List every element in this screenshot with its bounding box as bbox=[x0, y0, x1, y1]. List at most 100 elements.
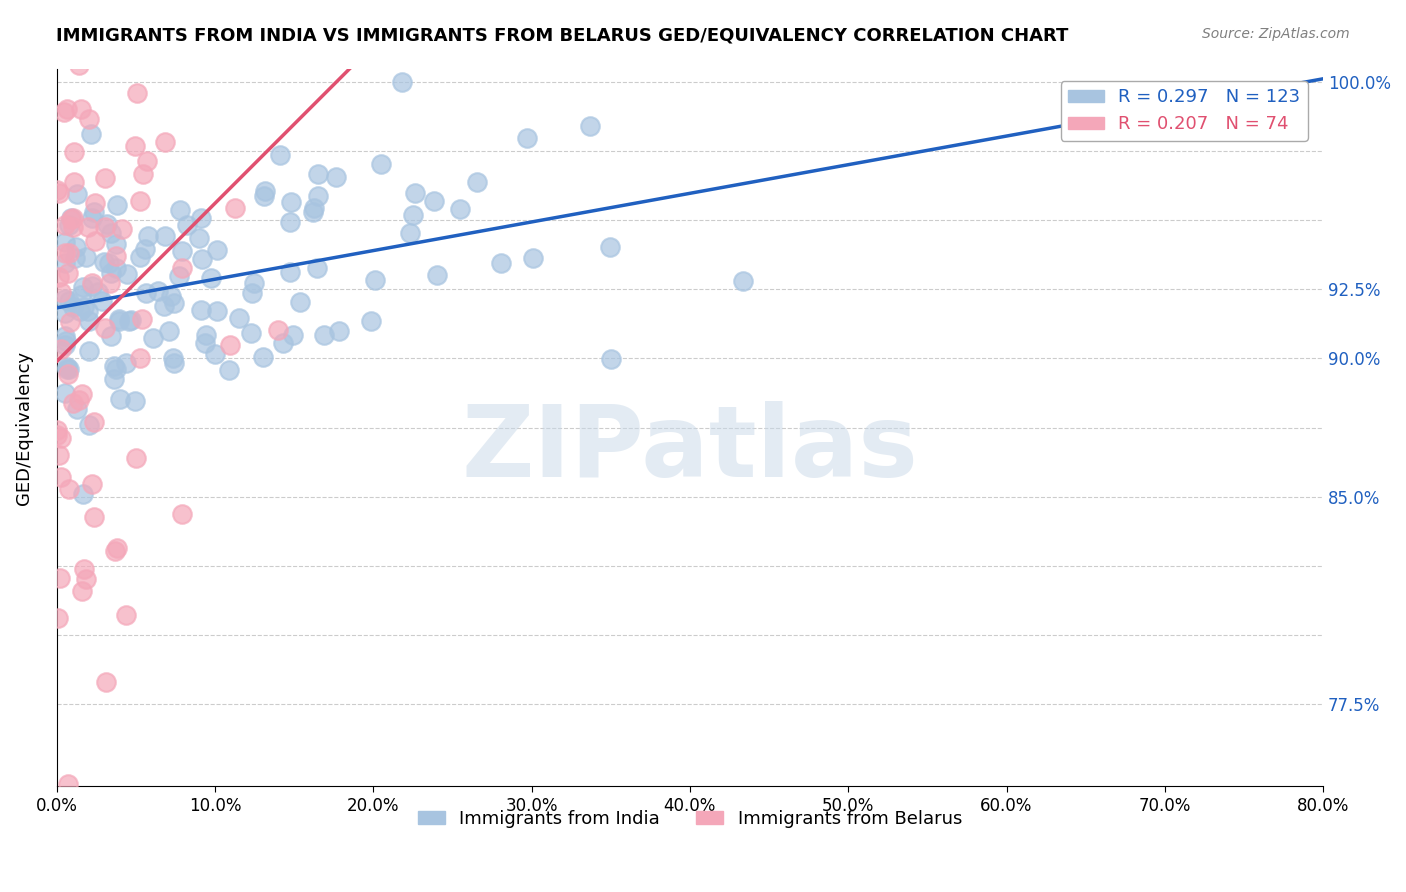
Point bbox=[58, 293, 80, 308]
Point bbox=[63, 252, 86, 266]
Point bbox=[105, 541, 128, 555]
Point bbox=[163, 356, 186, 370]
Point bbox=[77, 418, 100, 433]
Point bbox=[163, 296, 186, 310]
Point bbox=[194, 336, 217, 351]
Point bbox=[111, 222, 134, 236]
Point bbox=[110, 392, 132, 406]
Point bbox=[325, 170, 347, 185]
Point bbox=[75, 250, 97, 264]
Point bbox=[172, 507, 194, 521]
Point bbox=[98, 276, 121, 290]
Point bbox=[253, 189, 276, 203]
Point bbox=[69, 303, 91, 318]
Point bbox=[77, 313, 100, 327]
Point bbox=[63, 175, 86, 189]
Point bbox=[45, 423, 67, 437]
Point bbox=[153, 299, 176, 313]
Point bbox=[60, 211, 83, 226]
Point bbox=[118, 313, 141, 327]
Point bbox=[83, 415, 105, 429]
Point bbox=[125, 86, 148, 100]
Point bbox=[307, 189, 329, 203]
Text: IMMIGRANTS FROM INDIA VS IMMIGRANTS FROM BELARUS GED/EQUIVALENCY CORRELATION CHA: IMMIGRANTS FROM INDIA VS IMMIGRANTS FROM… bbox=[56, 27, 1069, 45]
Point bbox=[160, 289, 183, 303]
Point bbox=[240, 285, 263, 300]
Point bbox=[391, 75, 413, 89]
Point bbox=[600, 351, 623, 366]
Point bbox=[49, 571, 72, 585]
Point bbox=[731, 274, 754, 288]
Point bbox=[224, 201, 246, 215]
Point bbox=[239, 326, 262, 341]
Point bbox=[48, 186, 70, 200]
Point bbox=[228, 310, 250, 325]
Point bbox=[163, 20, 186, 34]
Point bbox=[84, 234, 107, 248]
Point bbox=[465, 175, 488, 189]
Point bbox=[207, 244, 229, 258]
Point bbox=[97, 256, 120, 270]
Point bbox=[252, 351, 274, 365]
Point bbox=[278, 265, 301, 279]
Point bbox=[122, 35, 145, 49]
Point bbox=[72, 487, 94, 501]
Point bbox=[58, 361, 80, 376]
Point bbox=[360, 314, 382, 328]
Point bbox=[426, 268, 449, 282]
Point bbox=[190, 303, 212, 318]
Point bbox=[169, 202, 191, 217]
Point bbox=[370, 156, 392, 170]
Point bbox=[83, 204, 105, 219]
Point bbox=[100, 226, 122, 240]
Point bbox=[146, 284, 169, 298]
Point bbox=[135, 285, 157, 300]
Point bbox=[75, 573, 97, 587]
Point bbox=[599, 239, 621, 253]
Point bbox=[62, 395, 84, 409]
Point bbox=[157, 324, 180, 338]
Point bbox=[449, 202, 471, 216]
Point bbox=[80, 278, 103, 293]
Point bbox=[131, 311, 153, 326]
Point bbox=[153, 229, 176, 244]
Point bbox=[404, 186, 426, 200]
Point bbox=[516, 131, 538, 145]
Point bbox=[155, 135, 177, 149]
Point bbox=[53, 386, 76, 401]
Point bbox=[142, 331, 165, 345]
Point bbox=[94, 675, 117, 690]
Point bbox=[46, 610, 69, 624]
Point bbox=[169, 269, 191, 284]
Point bbox=[73, 300, 96, 314]
Point bbox=[80, 127, 103, 141]
Point bbox=[128, 351, 150, 366]
Point bbox=[302, 205, 325, 219]
Point bbox=[62, 220, 84, 235]
Point bbox=[269, 148, 291, 162]
Point bbox=[200, 271, 222, 285]
Point bbox=[66, 186, 89, 201]
Point bbox=[56, 266, 79, 280]
Point bbox=[105, 198, 128, 212]
Point bbox=[56, 367, 79, 381]
Point bbox=[66, 401, 89, 416]
Point bbox=[204, 347, 226, 361]
Point bbox=[103, 359, 125, 373]
Point bbox=[93, 220, 115, 235]
Point bbox=[422, 194, 444, 208]
Point bbox=[267, 322, 290, 336]
Point bbox=[115, 356, 138, 370]
Legend: Immigrants from India, Immigrants from Belarus: Immigrants from India, Immigrants from B… bbox=[411, 803, 969, 835]
Point bbox=[129, 194, 152, 209]
Point bbox=[179, 20, 201, 34]
Y-axis label: GED/Equivalency: GED/Equivalency bbox=[15, 351, 32, 505]
Point bbox=[79, 344, 101, 359]
Point bbox=[70, 584, 93, 599]
Point bbox=[218, 338, 240, 352]
Point bbox=[218, 363, 240, 377]
Point bbox=[72, 279, 94, 293]
Point bbox=[51, 431, 73, 445]
Point bbox=[69, 102, 91, 116]
Point bbox=[170, 244, 193, 258]
